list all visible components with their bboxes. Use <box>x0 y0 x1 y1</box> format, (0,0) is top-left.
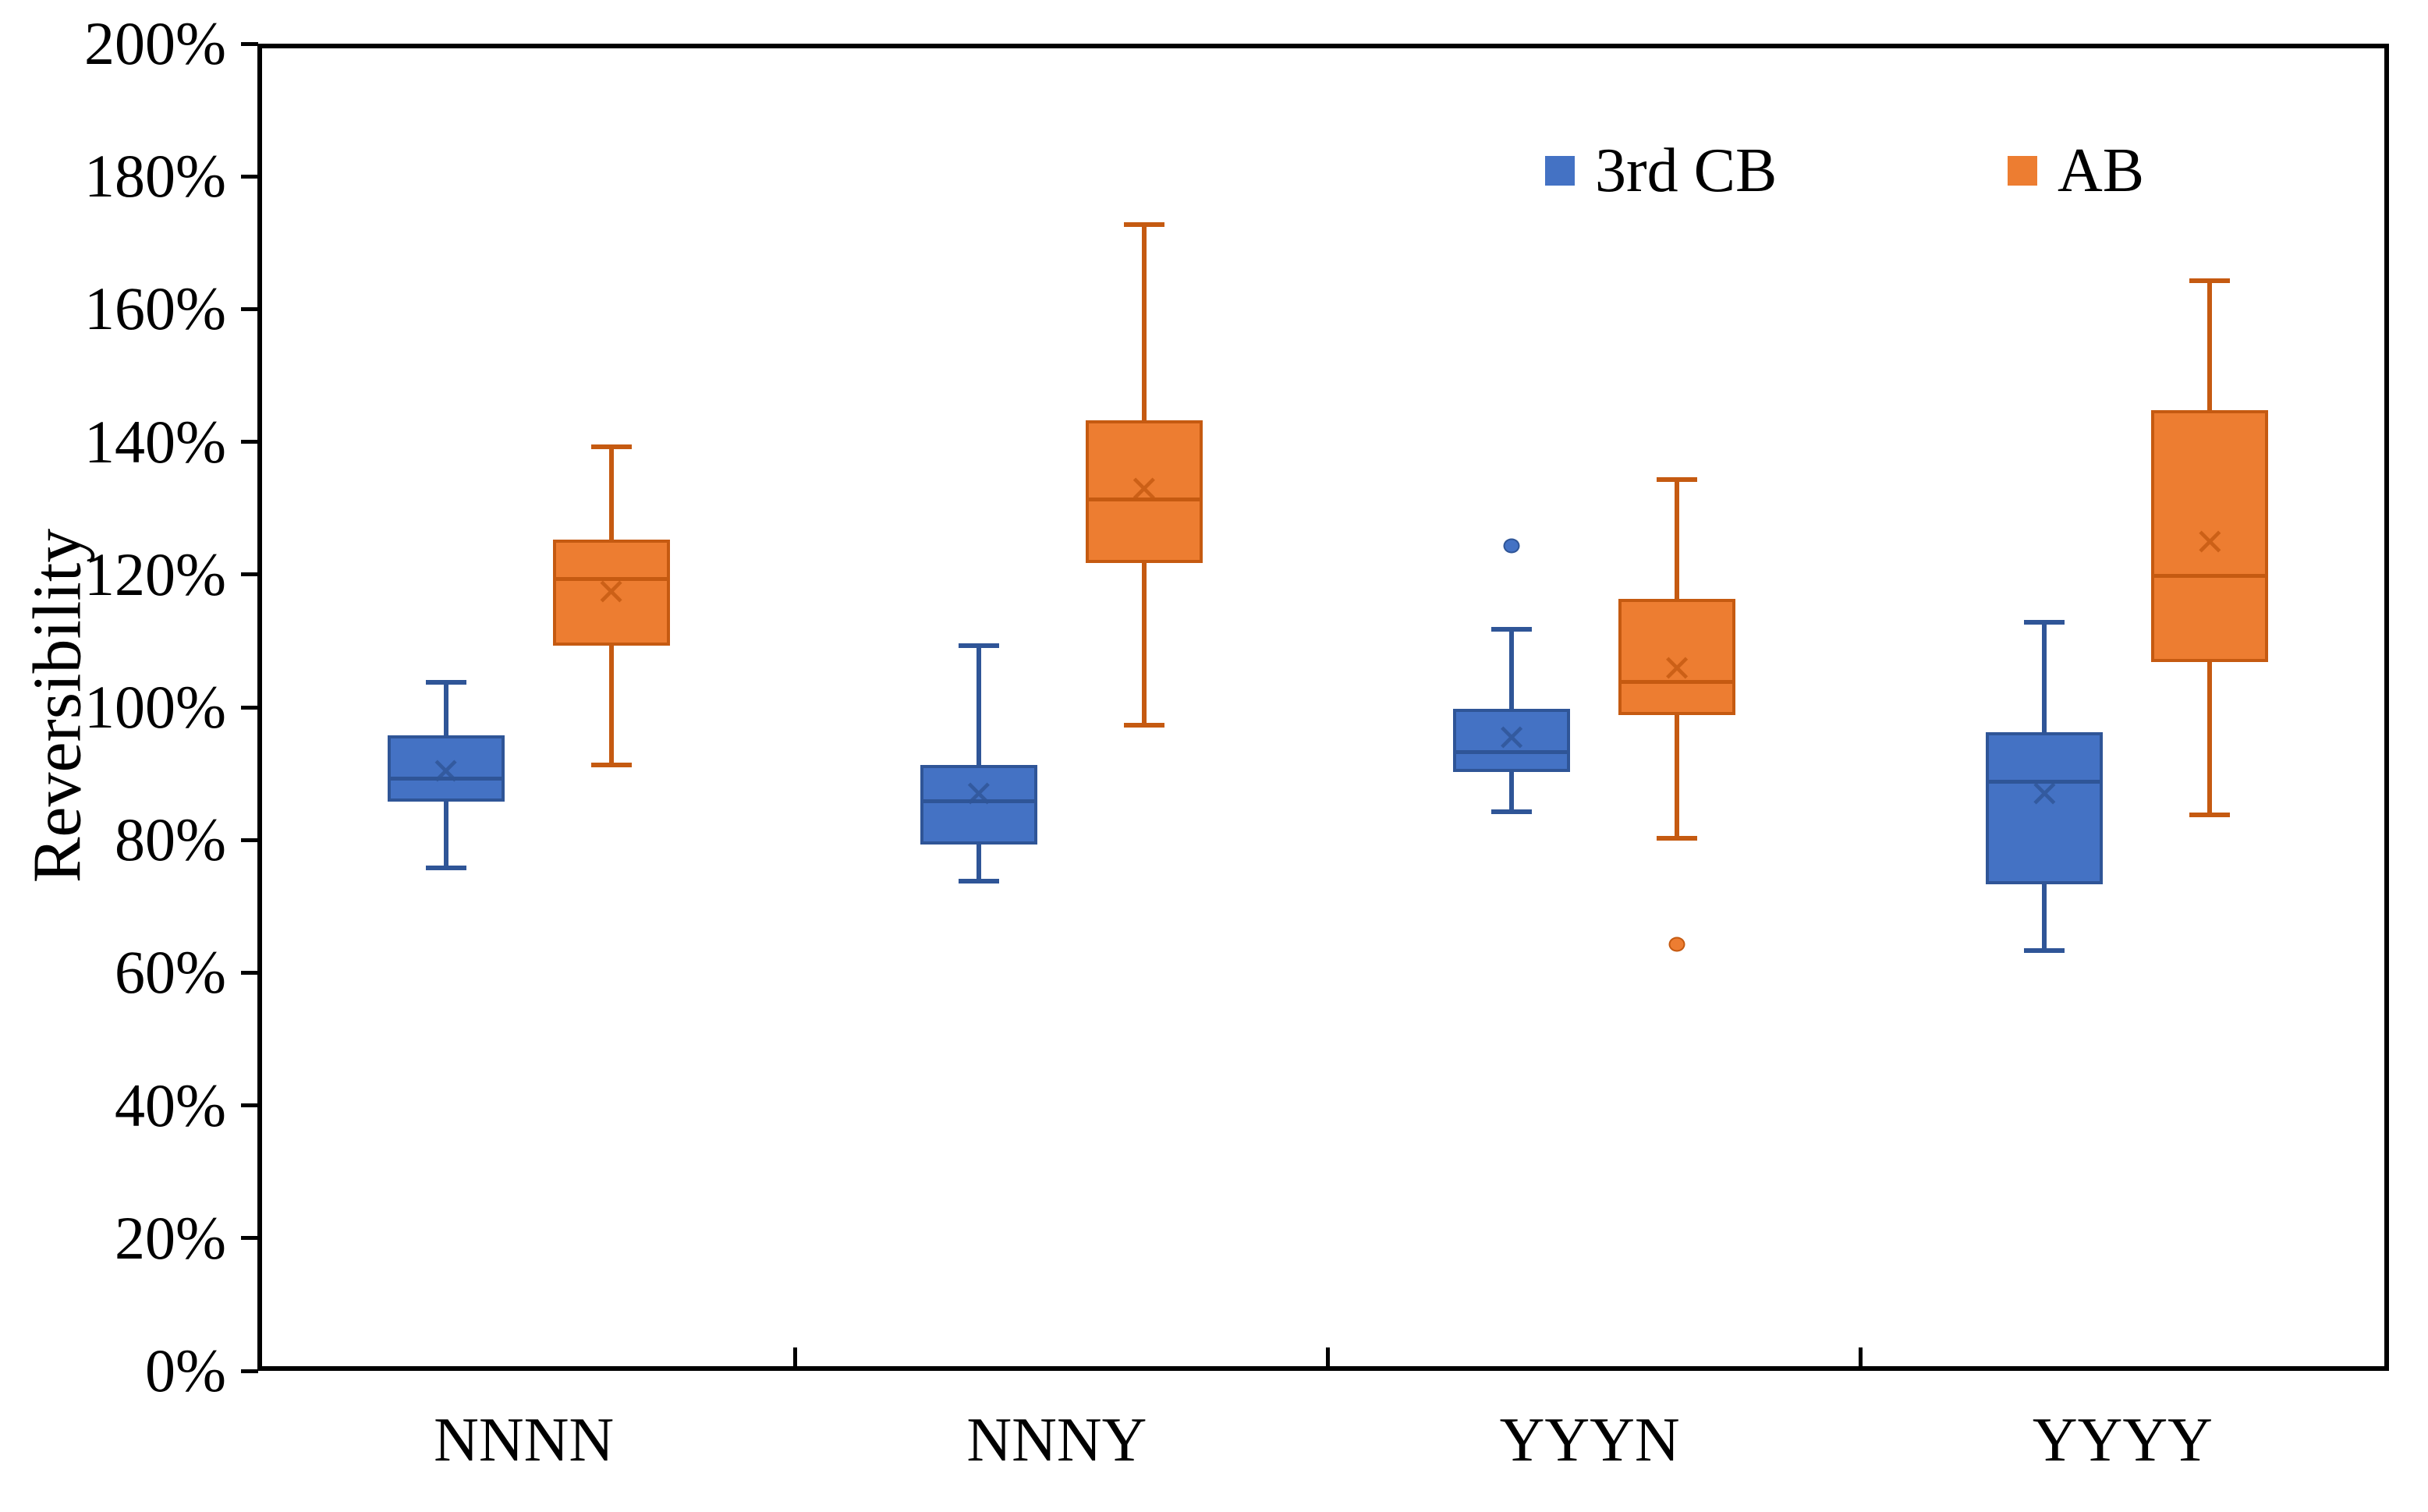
x-tick-mark <box>792 1347 797 1366</box>
box-3rd-cb <box>1453 708 1571 772</box>
y-tick-mark <box>241 970 258 975</box>
whisker-cap-low <box>2189 812 2231 817</box>
legend-label-ab: AB <box>2058 136 2145 205</box>
y-tick-mark <box>241 41 258 46</box>
whisker-cap-high <box>1491 626 1533 632</box>
y-tick-label: 140% <box>84 407 226 476</box>
y-tick-mark <box>241 837 258 842</box>
y-tick-mark <box>241 1369 258 1373</box>
whisker-cap-high <box>590 444 632 449</box>
y-tick-mark <box>241 174 258 179</box>
median-line <box>387 776 505 781</box>
y-tick-label: 60% <box>115 938 226 1007</box>
legend-item-ab: AB <box>2008 136 2144 206</box>
x-category-label: NNNY <box>966 1406 1147 1475</box>
y-tick-mark <box>241 1236 258 1241</box>
legend-label-3rd-cb: 3rd CB <box>1595 136 1778 205</box>
median-line <box>1085 498 1203 502</box>
median-line <box>1986 779 2104 784</box>
plot-area: 3rd CB AB ✕✕✕✕✕✕✕✕ <box>257 44 2389 1371</box>
median-line <box>1618 680 1736 685</box>
box-ab <box>552 539 670 646</box>
outlier-dot <box>1668 937 1685 952</box>
x-category-label: YYYY <box>2032 1406 2213 1475</box>
box-3rd-cb <box>387 735 505 802</box>
whisker-cap-low <box>425 865 466 870</box>
legend-item-3rd-cb: 3rd CB <box>1545 136 1777 206</box>
median-line <box>552 577 670 582</box>
y-tick-label: 180% <box>84 142 226 211</box>
y-tick-label: 40% <box>115 1071 226 1139</box>
y-tick-label: 0% <box>145 1337 226 1404</box>
whisker-cap-high <box>2024 620 2065 625</box>
y-tick-label: 160% <box>84 274 226 343</box>
x-tick-mark <box>1859 1347 1863 1366</box>
box-ab <box>2151 409 2269 663</box>
box-3rd-cb <box>920 765 1037 845</box>
whisker-cap-low <box>1123 723 1164 728</box>
legend-swatch-ab <box>2008 156 2037 186</box>
whisker-cap-low <box>1657 835 1698 841</box>
y-tick-label: 100% <box>84 673 226 741</box>
whisker-cap-high <box>958 643 999 648</box>
median-line <box>2151 574 2269 579</box>
box-3rd-cb <box>1986 731 2104 885</box>
whisker-cap-low <box>958 879 999 883</box>
y-tick-mark <box>241 705 258 710</box>
x-tick-mark <box>1326 1347 1330 1366</box>
y-tick-label: 20% <box>115 1203 226 1272</box>
box-ab <box>1618 599 1736 716</box>
whisker-3rd-cb <box>976 645 981 881</box>
y-tick-mark <box>241 306 258 311</box>
whisker-cap-high <box>1657 477 1698 483</box>
whisker-cap-low <box>2024 948 2065 954</box>
median-line <box>1453 749 1571 754</box>
y-tick-label: 120% <box>84 540 226 608</box>
y-tick-label: 200% <box>84 9 226 77</box>
median-line <box>920 799 1037 804</box>
y-tick-label: 80% <box>115 806 226 874</box>
box-ab <box>1085 420 1203 563</box>
whisker-cap-low <box>590 763 632 768</box>
y-tick-mark <box>241 572 258 577</box>
y-tick-mark <box>241 440 258 444</box>
whisker-cap-high <box>425 679 466 685</box>
whisker-cap-high <box>2189 278 2231 283</box>
whisker-cap-high <box>1123 221 1164 227</box>
legend-swatch-3rd-cb <box>1545 156 1575 186</box>
x-category-label: NNNN <box>434 1406 615 1475</box>
whisker-cap-low <box>1491 809 1533 814</box>
y-tick-mark <box>241 1103 258 1108</box>
outlier-dot <box>1503 538 1520 554</box>
x-category-label: YYYN <box>1499 1406 1680 1475</box>
